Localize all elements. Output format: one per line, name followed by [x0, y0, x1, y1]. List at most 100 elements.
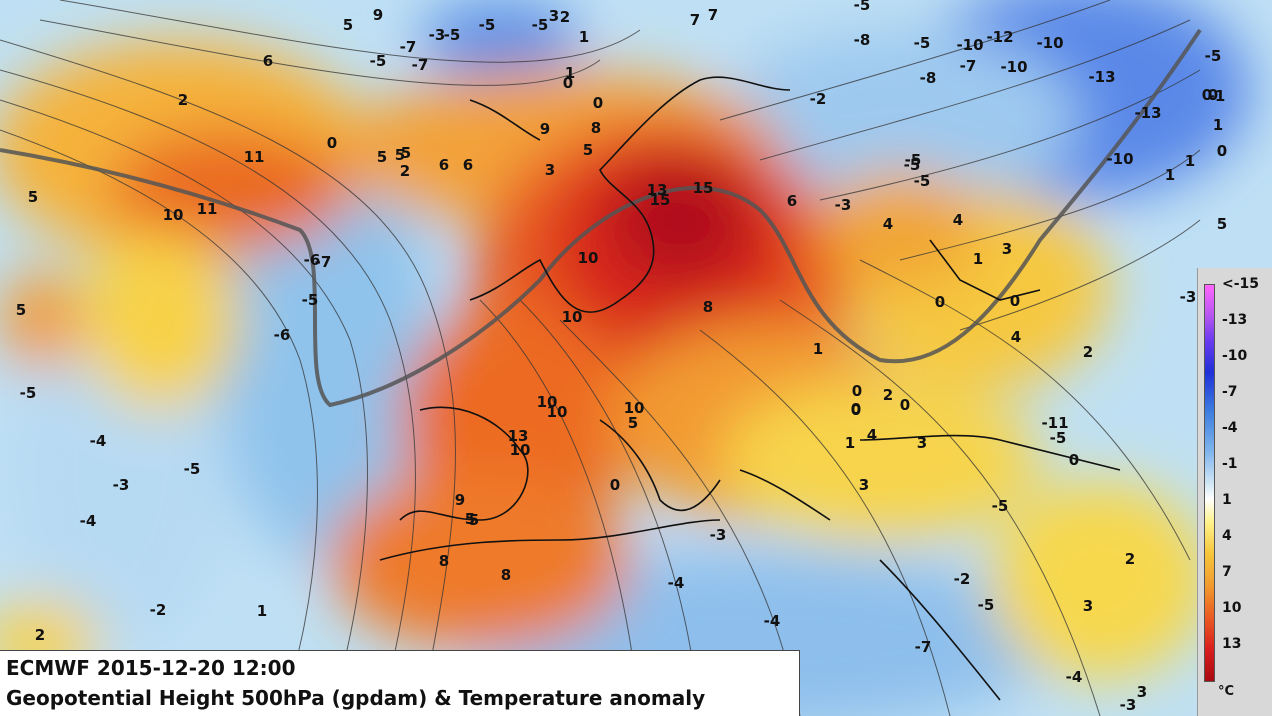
legend-tick: -1	[1222, 456, 1238, 472]
anomaly-label: 5	[395, 146, 405, 164]
anomaly-label: 8	[591, 119, 601, 137]
anomaly-label: 5	[28, 188, 38, 206]
anomaly-label: -10	[1000, 58, 1027, 76]
legend-tick: -10	[1222, 348, 1248, 364]
anomaly-label: -5	[1205, 47, 1222, 65]
anomaly-label: -5	[905, 151, 922, 169]
anomaly-label: 5	[1217, 215, 1227, 233]
anomaly-label: -5	[854, 0, 871, 14]
anomaly-label: 10	[562, 308, 583, 326]
anomaly-labels: 59-5 2 7 7-5-8 -5 -10 -12 -10-13-13-10-8-7 -1016…	[16, 0, 1227, 714]
anomaly-label: 0	[852, 382, 862, 400]
anomaly-label: 0	[851, 401, 861, 419]
anomaly-label: 0	[1069, 451, 1079, 469]
color-legend: <-15 °C -13 -10 -7 -4 -1 1 4 7 10 13	[1197, 268, 1272, 716]
anomaly-label: -2	[810, 90, 827, 108]
anomaly-label: 7	[690, 11, 700, 29]
anomaly-label: 0	[900, 396, 910, 414]
anomaly-label: 3	[1002, 240, 1012, 258]
anomaly-label: 6	[263, 52, 273, 70]
anomaly-label: 3	[549, 7, 559, 25]
anomaly-label: -2	[954, 570, 971, 588]
anomaly-label: 5	[583, 141, 593, 159]
anomaly-label: -10	[1036, 34, 1063, 52]
anomaly-label: -3	[1120, 696, 1137, 714]
anomaly-label: -5	[914, 34, 931, 52]
anomaly-label: 11	[244, 148, 265, 166]
anomaly-label: 10	[578, 249, 599, 267]
anomaly-label: 2	[1125, 550, 1135, 568]
anomaly-label: -3	[835, 196, 852, 214]
anomaly-label: 4	[953, 211, 963, 229]
anomaly-label: -4	[764, 612, 781, 630]
anomaly-label: -5	[479, 16, 496, 34]
anomaly-label: -4	[80, 512, 97, 530]
anomaly-label: -13	[1134, 104, 1161, 122]
anomaly-label: 0	[1217, 142, 1227, 160]
anomaly-label: 8	[703, 298, 713, 316]
anomaly-label: 0	[1010, 292, 1020, 310]
anomaly-label: 10	[624, 399, 645, 417]
anomaly-label: 5	[16, 301, 26, 319]
anomaly-label: 0	[851, 400, 861, 418]
anomaly-label: 1	[257, 602, 267, 620]
anomaly-label: -1	[1209, 87, 1226, 105]
anomaly-label: -11	[1041, 414, 1068, 432]
anomaly-label: -5	[1050, 429, 1067, 447]
anomaly-label: 15	[693, 179, 714, 197]
anomaly-label: 1	[579, 28, 589, 46]
anomaly-label: 0	[327, 134, 337, 152]
anomaly-label: 5	[377, 148, 387, 166]
anomaly-label: 4	[883, 215, 893, 233]
anomaly-label: -5	[532, 16, 549, 34]
anomaly-label: -4	[668, 574, 685, 592]
anomaly-label: 1	[845, 434, 855, 452]
anomaly-label: 3	[1083, 597, 1093, 615]
anomaly-label: 5	[469, 511, 479, 529]
anomaly-label: 10	[163, 206, 184, 224]
anomaly-label: 0	[610, 476, 620, 494]
anomaly-label: -5	[914, 172, 931, 190]
anomaly-label: -10	[1106, 150, 1133, 168]
anomaly-label: 0	[935, 293, 945, 311]
thick-height-contour	[0, 28, 1202, 408]
anomaly-label: 5	[343, 16, 353, 34]
anomaly-label: -8	[920, 69, 937, 87]
anomaly-label: -5	[444, 26, 461, 44]
anomaly-label: -5	[20, 384, 37, 402]
anomaly-label: 2	[883, 386, 893, 404]
model-run-title: ECMWF 2015-12-20 12:00	[6, 656, 296, 680]
anomaly-label: -5	[184, 460, 201, 478]
anomaly-label: 4	[867, 426, 877, 444]
anomaly-label: 4	[1011, 328, 1021, 346]
anomaly-label: 2	[35, 626, 45, 644]
anomaly-label: 7	[708, 6, 718, 24]
legend-tick: 13	[1222, 636, 1242, 652]
anomaly-label: -12	[986, 28, 1013, 46]
anomaly-label: -5	[904, 156, 921, 174]
legend-tick: 1	[1222, 492, 1232, 508]
anomaly-label: 10	[537, 393, 558, 411]
anomaly-label: 1	[565, 64, 575, 82]
anomaly-label: -3	[1180, 288, 1197, 306]
anomaly-label: -7	[315, 253, 332, 271]
legend-tick: -13	[1222, 312, 1248, 328]
anomaly-label: 10	[547, 403, 568, 421]
anomaly-label: 1	[813, 340, 823, 358]
anomaly-label: 8	[501, 566, 511, 584]
anomaly-label: 2	[178, 91, 188, 109]
anomaly-label: -3	[710, 526, 727, 544]
anomaly-label: -8	[854, 31, 871, 49]
anomaly-label: -5	[992, 497, 1009, 515]
anomaly-label: 3	[859, 476, 869, 494]
anomaly-label: -7	[960, 57, 977, 75]
legend-unit: °C	[1218, 684, 1235, 699]
anomaly-label: 5	[465, 510, 475, 528]
anomaly-label: 2	[560, 8, 570, 26]
anomaly-label: -5	[370, 52, 387, 70]
anomaly-label: -7	[400, 38, 417, 56]
anomaly-label: -6	[304, 251, 321, 269]
anomaly-label: 10	[510, 441, 531, 459]
